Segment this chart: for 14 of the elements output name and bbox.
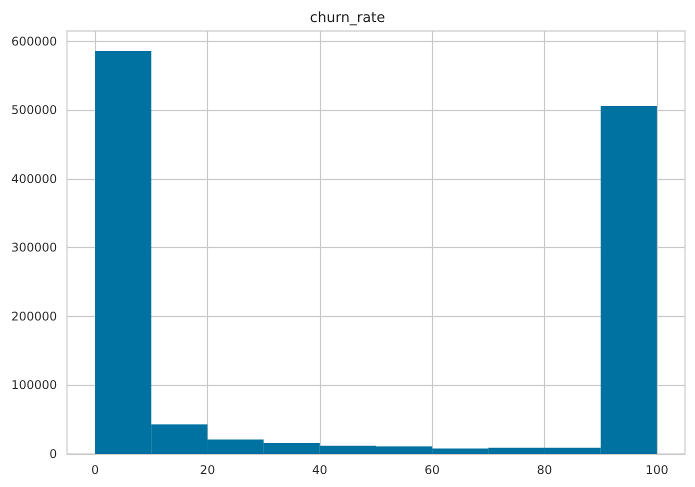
y-tick-label: 0 bbox=[49, 447, 57, 461]
y-tick-label: 200000 bbox=[11, 309, 57, 324]
y-tick-label: 100000 bbox=[11, 378, 57, 392]
y-tick-label: 500000 bbox=[11, 103, 57, 118]
x-tick-label: 40 bbox=[312, 463, 328, 477]
x-tick-label: 20 bbox=[200, 463, 216, 477]
x-tick-label: 80 bbox=[536, 463, 552, 477]
x-tick-label: 0 bbox=[91, 463, 99, 477]
chart-title: churn_rate bbox=[310, 10, 386, 26]
x-tick-label: 60 bbox=[424, 463, 440, 477]
y-tick-label: 300000 bbox=[11, 240, 57, 255]
x-tick-label: 100 bbox=[645, 463, 668, 477]
y-tick-label: 600000 bbox=[11, 34, 57, 48]
y-tick-label: 400000 bbox=[11, 172, 57, 186]
